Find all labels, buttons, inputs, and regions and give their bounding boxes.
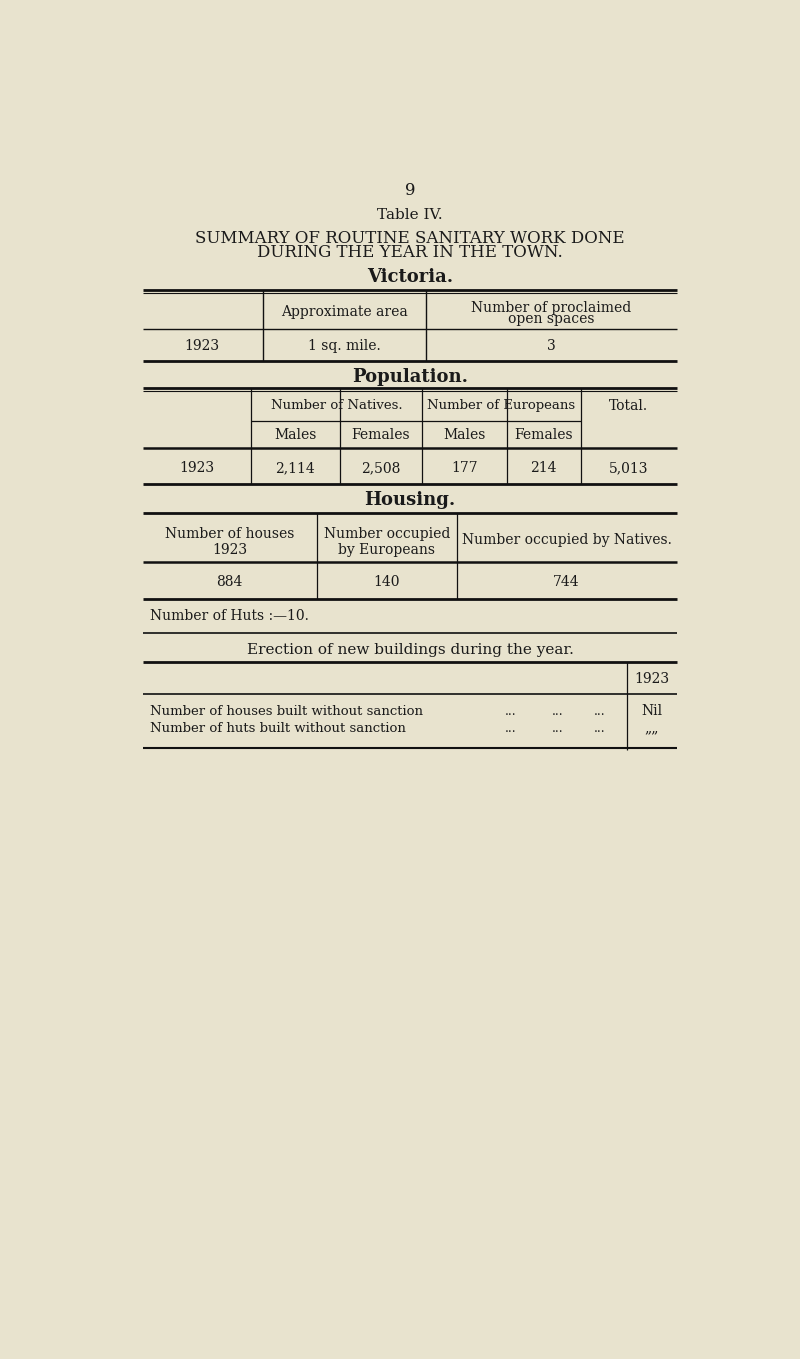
Text: 5,013: 5,013	[609, 461, 648, 476]
Text: 1923: 1923	[634, 671, 670, 686]
Text: Housing.: Housing.	[364, 492, 456, 510]
Text: SUMMARY OF ROUTINE SANITARY WORK DONE: SUMMARY OF ROUTINE SANITARY WORK DONE	[195, 230, 625, 247]
Text: Number of huts built without sanction: Number of huts built without sanction	[150, 722, 406, 735]
Text: 884: 884	[216, 575, 242, 588]
Text: Table IV.: Table IV.	[377, 208, 443, 223]
Text: Number of Huts :—10.: Number of Huts :—10.	[150, 609, 310, 622]
Text: 1 sq. mile.: 1 sq. mile.	[308, 338, 381, 352]
Text: ...: ...	[551, 722, 563, 735]
Text: 1923: 1923	[179, 461, 214, 476]
Text: Erection of new buildings during the year.: Erection of new buildings during the yea…	[246, 643, 574, 656]
Text: Number of Natives.: Number of Natives.	[270, 400, 402, 412]
Text: ...: ...	[594, 705, 606, 718]
Text: ...: ...	[594, 722, 606, 735]
Text: Males: Males	[274, 428, 317, 442]
Text: 140: 140	[374, 575, 400, 588]
Text: ...: ...	[551, 705, 563, 718]
Text: 1923: 1923	[185, 338, 220, 352]
Text: Number of houses: Number of houses	[165, 527, 294, 541]
Text: Population.: Population.	[352, 368, 468, 386]
Text: 1923: 1923	[212, 542, 247, 557]
Text: Males: Males	[443, 428, 486, 442]
Text: Number of houses built without sanction: Number of houses built without sanction	[150, 705, 423, 718]
Text: 214: 214	[530, 461, 557, 476]
Text: Females: Females	[514, 428, 573, 442]
Text: Number occupied: Number occupied	[323, 527, 450, 541]
Text: Nil: Nil	[642, 704, 662, 719]
Text: 2,508: 2,508	[361, 461, 400, 476]
Text: ...: ...	[505, 705, 517, 718]
Text: Number of Europeans: Number of Europeans	[426, 400, 574, 412]
Text: 9: 9	[405, 182, 415, 198]
Text: by Europeans: by Europeans	[338, 542, 435, 557]
Text: Approximate area: Approximate area	[281, 304, 407, 319]
Text: Number of proclaimed: Number of proclaimed	[471, 300, 631, 315]
Text: ...: ...	[505, 722, 517, 735]
Text: 177: 177	[451, 461, 478, 476]
Text: open spaces: open spaces	[508, 311, 594, 326]
Text: Total.: Total.	[609, 398, 648, 413]
Text: „„: „„	[645, 722, 659, 735]
Text: Number occupied by Natives.: Number occupied by Natives.	[462, 533, 671, 548]
Text: Victoria.: Victoria.	[367, 268, 453, 285]
Text: 2,114: 2,114	[275, 461, 315, 476]
Text: Females: Females	[351, 428, 410, 442]
Text: DURING THE YEAR IN THE TOWN.: DURING THE YEAR IN THE TOWN.	[257, 243, 563, 261]
Text: 744: 744	[554, 575, 580, 588]
Text: 3: 3	[546, 338, 555, 352]
